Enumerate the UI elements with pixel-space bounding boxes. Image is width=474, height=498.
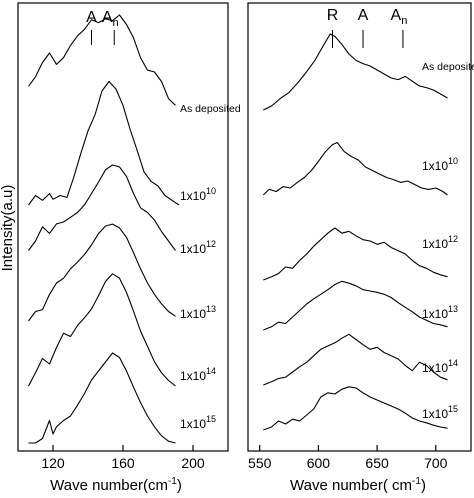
series-line [28,164,176,251]
right-x-axis-ticks: 550 600 650 700 [248,445,448,471]
left-plot-frame [17,2,229,452]
series-label: 1x1015 [180,414,216,431]
series-label: 1x1014 [422,358,458,375]
left-peak-annotations: A An [86,9,119,45]
left-series-curves [28,14,180,444]
right-peak-annotations: R A An [327,7,408,48]
series-line [28,352,176,444]
y-axis-label: Intensity(a.u) [0,185,16,272]
series-line [28,223,176,322]
series-label: 1x1014 [180,366,216,383]
peak-label: R [327,7,339,24]
series-line [263,386,448,431]
peak-label: An [102,9,119,29]
x-tick-label: 550 [248,455,272,471]
series-label: As deposited [180,103,241,115]
series-line [263,280,448,331]
x-tick-label: 700 [424,455,448,471]
series-label: 1x1012 [422,234,458,251]
left-series-labels: 1x1015 1x1014 1x1013 1x1012 1x1010 As deposit… [180,103,241,431]
x-tick-label: 200 [181,455,205,471]
left-x-axis-label: Wave number(cm-1) [50,476,182,494]
x-tick-label: 160 [111,455,135,471]
left-x-axis-ticks: 120 160 200 [41,445,205,471]
series-line [262,141,448,196]
left-panel: 120 160 200 1x1015 1x1014 1x1013 1x1012 1x1010… [0,2,241,494]
right-plot-frame [247,2,472,452]
series-line [28,273,176,387]
series-line [263,227,448,281]
series-line [263,333,448,386]
right-series-labels: 1x1015 1x1014 1x1013 1x1012 1x1010 As deposit… [422,61,474,421]
right-x-axis-label: Wave number( cm-1) [290,476,426,494]
series-line [263,33,448,111]
x-tick-label: 120 [41,455,65,471]
series-label: 1x1010 [422,156,458,173]
right-panel: 550 600 650 700 1x10151x10141x10131x10121x1… [247,2,474,494]
right-series-curves [262,33,448,431]
series-label: 1x1012 [180,239,216,256]
series-label: 1x1013 [422,304,458,321]
series-label: 1x1015 [422,404,458,421]
series-line [28,14,176,106]
peak-label: A [358,7,369,24]
series-label: 1x1010 [180,186,216,203]
x-tick-label: 650 [365,455,389,471]
series-label: As deposited [422,61,474,73]
peak-label: An [391,7,408,27]
peak-label: A [86,9,97,26]
series-label: 1x1013 [180,304,216,321]
series-line [28,80,180,206]
x-tick-label: 600 [307,455,331,471]
